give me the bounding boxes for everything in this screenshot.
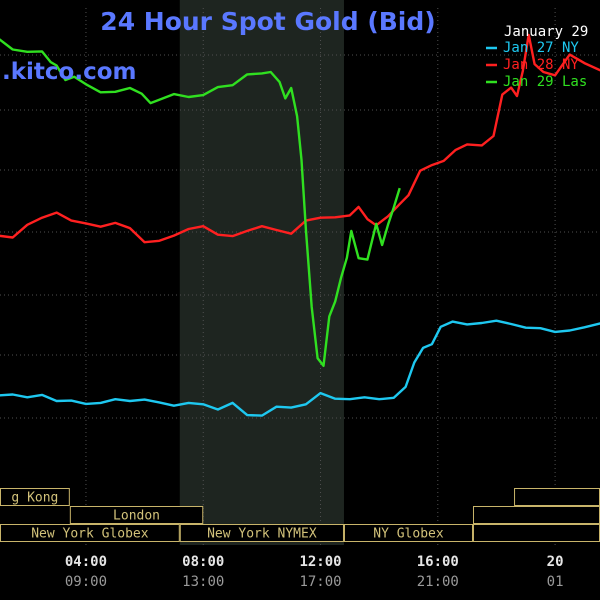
tick-label-2: 12:00 <box>299 554 341 570</box>
series-lines <box>0 33 600 417</box>
tick-sublabel-0: 09:00 <box>65 574 107 590</box>
session-label-0: g Kong <box>11 491 58 506</box>
tick-sublabel-4: 01 <box>547 574 564 590</box>
tick-label-1: 08:00 <box>182 554 224 570</box>
session-box-0 <box>0 488 70 506</box>
session-label-1: London <box>113 509 160 524</box>
legend-heading: January 29 <box>504 24 588 40</box>
tick-label-3: 16:00 <box>417 554 459 570</box>
series-line-3 <box>0 38 401 367</box>
session-box-3 <box>179 524 344 542</box>
tick-sublabel-2: 17:00 <box>299 574 341 590</box>
session-label-3: New York NYMEX <box>207 527 317 542</box>
chart-title: 24 Hour Spot Gold (Bid) <box>100 7 435 36</box>
session-box-1 <box>69 506 204 524</box>
legend-label-2: Jan 28 NY <box>503 57 579 73</box>
session-box-4 <box>343 524 473 542</box>
legend-label-3: Jan 29 Las <box>503 74 587 90</box>
grid <box>0 8 600 545</box>
x-axis-ticks: 04:00 09:00 08:00 13:00 12:00 17:00 16:00 21:00… <box>65 554 564 590</box>
tick-label-4: 20 <box>547 554 564 570</box>
session-box-2 <box>0 524 180 542</box>
trading-sessions: g Kong London New York Globex New York NYME… <box>0 488 600 542</box>
tick-label-0: 04:00 <box>65 554 107 570</box>
session-box-7 <box>472 506 600 524</box>
tick-sublabel-1: 13:00 <box>182 574 224 590</box>
session-label-4: NY Globex <box>373 527 444 542</box>
tick-sublabel-3: 21:00 <box>417 574 459 590</box>
brand-watermark: .kitco.com <box>2 59 137 85</box>
series-line-2 <box>0 33 600 244</box>
session-box-5 <box>472 524 600 542</box>
session-box-6 <box>514 488 600 506</box>
series-line-1 <box>0 319 600 417</box>
session-highlight-band <box>179 0 344 545</box>
nymex-session-band <box>179 0 344 545</box>
legend-label-1: Jan 27 NY <box>503 40 579 56</box>
session-label-2: New York Globex <box>31 527 149 542</box>
